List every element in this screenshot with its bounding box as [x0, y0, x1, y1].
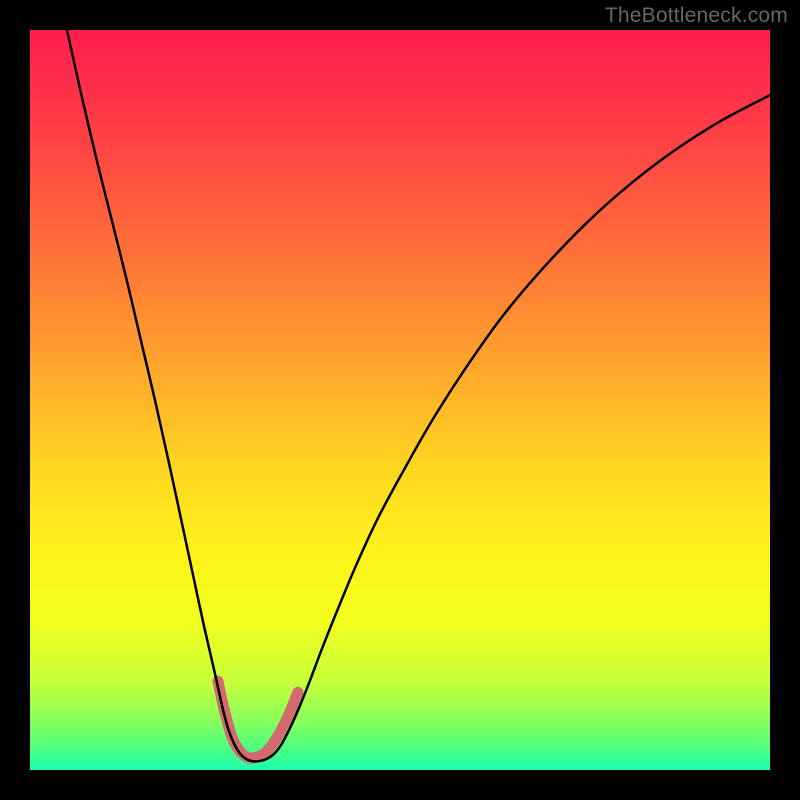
highlight-segment [218, 681, 298, 758]
watermark-text: TheBottleneck.com [605, 4, 788, 28]
curve-layer [30, 30, 770, 770]
plot-area [30, 30, 770, 770]
chart-container: TheBottleneck.com [0, 0, 800, 800]
bottleneck-curve [67, 30, 770, 761]
